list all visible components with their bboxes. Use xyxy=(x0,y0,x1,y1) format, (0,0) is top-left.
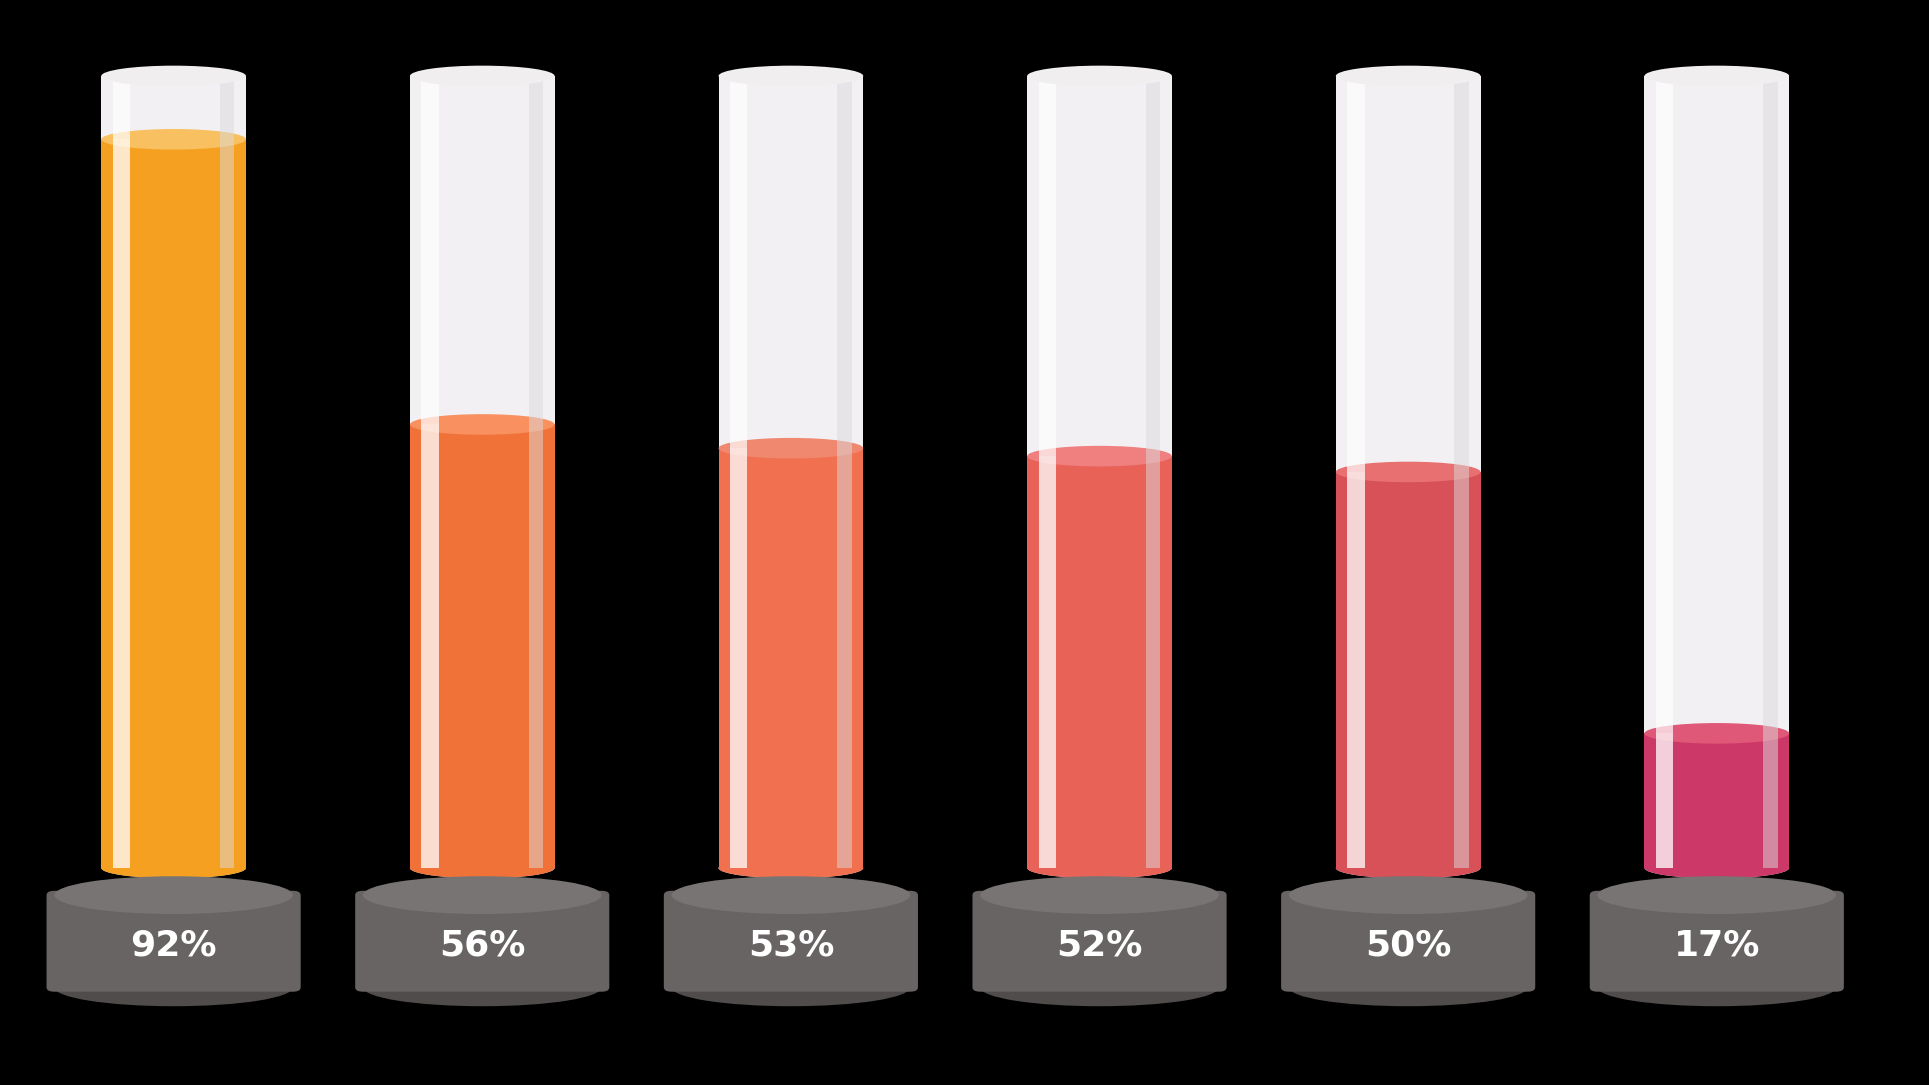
Bar xyxy=(100,139,247,868)
Bar xyxy=(112,139,129,868)
Bar xyxy=(729,448,747,868)
Ellipse shape xyxy=(1335,858,1481,878)
Bar xyxy=(529,76,544,868)
Bar xyxy=(1763,76,1779,868)
Ellipse shape xyxy=(1026,66,1173,86)
Ellipse shape xyxy=(100,858,247,878)
Ellipse shape xyxy=(718,858,862,878)
Ellipse shape xyxy=(411,414,556,435)
Bar xyxy=(421,76,438,868)
Bar xyxy=(1644,76,1790,868)
Ellipse shape xyxy=(1644,723,1790,743)
Ellipse shape xyxy=(1289,877,1528,914)
Text: 56%: 56% xyxy=(440,929,525,962)
FancyBboxPatch shape xyxy=(972,891,1227,992)
Ellipse shape xyxy=(1335,66,1481,86)
Ellipse shape xyxy=(411,858,556,878)
Ellipse shape xyxy=(1597,877,1836,914)
Ellipse shape xyxy=(1289,969,1528,1006)
Ellipse shape xyxy=(54,969,293,1006)
Text: 92%: 92% xyxy=(131,929,216,962)
Ellipse shape xyxy=(718,438,862,459)
Ellipse shape xyxy=(1335,462,1481,482)
Ellipse shape xyxy=(100,129,247,150)
Ellipse shape xyxy=(1644,858,1790,878)
Ellipse shape xyxy=(411,66,556,86)
Bar xyxy=(220,76,233,868)
Bar xyxy=(1038,456,1057,868)
Bar xyxy=(1454,76,1470,868)
FancyBboxPatch shape xyxy=(664,891,918,992)
Bar xyxy=(1026,456,1171,868)
Ellipse shape xyxy=(1335,858,1481,878)
Text: 50%: 50% xyxy=(1366,929,1451,962)
Ellipse shape xyxy=(671,969,910,1006)
Ellipse shape xyxy=(411,858,556,878)
Bar xyxy=(1146,76,1161,868)
Bar xyxy=(100,76,247,868)
Ellipse shape xyxy=(100,858,247,878)
Bar xyxy=(729,76,747,868)
Ellipse shape xyxy=(363,877,602,914)
Ellipse shape xyxy=(1597,969,1836,1006)
Ellipse shape xyxy=(1026,858,1173,878)
Ellipse shape xyxy=(1644,66,1790,86)
Ellipse shape xyxy=(1026,858,1173,878)
Bar xyxy=(1335,76,1481,868)
FancyBboxPatch shape xyxy=(1589,891,1844,992)
Bar xyxy=(1026,76,1171,868)
Bar xyxy=(421,424,438,868)
Bar xyxy=(837,76,853,868)
Bar xyxy=(409,76,554,868)
Bar xyxy=(1038,76,1057,868)
Ellipse shape xyxy=(980,969,1219,1006)
Text: 53%: 53% xyxy=(748,929,833,962)
Bar xyxy=(1335,472,1481,868)
Ellipse shape xyxy=(54,877,293,914)
Text: 17%: 17% xyxy=(1674,929,1759,962)
Text: 52%: 52% xyxy=(1057,929,1142,962)
Ellipse shape xyxy=(100,66,247,86)
Ellipse shape xyxy=(671,877,910,914)
FancyBboxPatch shape xyxy=(46,891,301,992)
FancyBboxPatch shape xyxy=(1281,891,1535,992)
Ellipse shape xyxy=(1644,858,1790,878)
Bar xyxy=(1655,76,1674,868)
Ellipse shape xyxy=(980,877,1219,914)
Bar xyxy=(409,424,554,868)
Bar xyxy=(1346,76,1366,868)
Bar xyxy=(718,76,862,868)
Bar xyxy=(112,76,129,868)
Bar xyxy=(1346,472,1366,868)
Ellipse shape xyxy=(718,66,862,86)
Bar xyxy=(718,448,862,868)
Ellipse shape xyxy=(718,858,862,878)
Bar xyxy=(1644,733,1790,868)
Ellipse shape xyxy=(1026,446,1173,467)
Bar xyxy=(1655,733,1674,868)
FancyBboxPatch shape xyxy=(355,891,610,992)
Ellipse shape xyxy=(363,969,602,1006)
